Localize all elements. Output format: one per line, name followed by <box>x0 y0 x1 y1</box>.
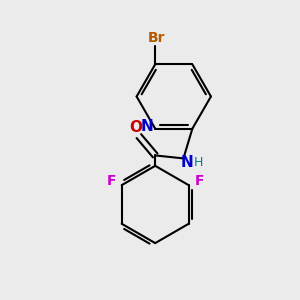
Text: H: H <box>194 156 204 170</box>
Text: F: F <box>106 174 116 188</box>
Text: N: N <box>181 155 194 170</box>
Text: N: N <box>140 119 153 134</box>
Text: F: F <box>194 174 204 188</box>
Text: O: O <box>129 120 142 135</box>
Text: Br: Br <box>148 31 165 45</box>
